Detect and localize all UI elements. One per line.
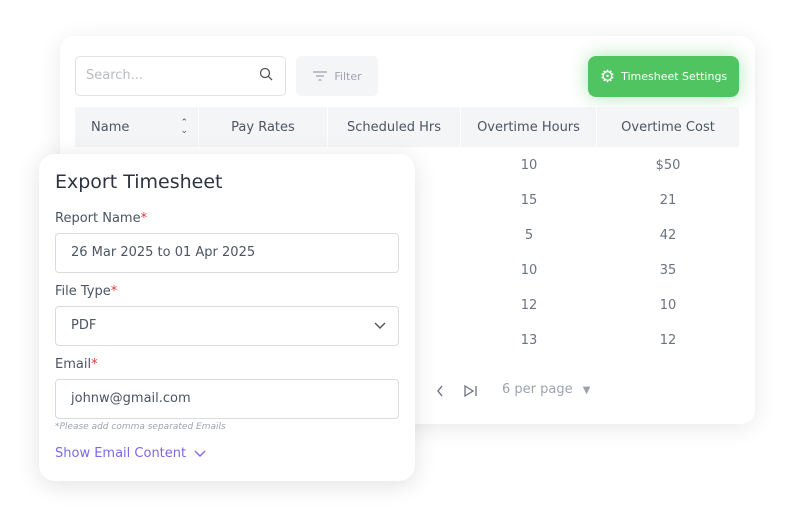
overtime-cost-cell: 42: [659, 228, 677, 243]
export-timesheet-modal: Export Timesheet Report Name* 26 Mar 202…: [39, 154, 415, 481]
overtime-hours-cell: 5: [524, 228, 534, 243]
required-mark: *: [91, 357, 98, 372]
timesheet-settings-button[interactable]: ⚙ Timesheet Settings: [588, 56, 739, 97]
column-label: Name: [91, 119, 130, 135]
column-label: Overtime Hours: [477, 119, 580, 135]
file-type-select[interactable]: PDF: [55, 306, 399, 346]
column-name[interactable]: Name ⌃ ⌄: [75, 107, 199, 147]
show-email-content-link[interactable]: Show Email Content: [55, 446, 206, 461]
overtime-cost-cell: 35: [659, 263, 677, 278]
required-mark: *: [110, 284, 118, 299]
filter-icon: [313, 71, 328, 81]
overtime-cost-cell: 21: [659, 193, 677, 208]
report-name-label: Report Name*: [55, 211, 147, 226]
file-type-value: PDF: [71, 318, 97, 333]
overtime-hours-cell: 10: [520, 263, 538, 278]
email-label: Email*: [55, 357, 98, 372]
search-input[interactable]: Search...: [75, 56, 286, 96]
label-text: Email: [55, 357, 92, 372]
column-pay-rates[interactable]: Pay Rates: [199, 107, 328, 147]
per-page-select[interactable]: 6 per page ▼: [502, 382, 590, 397]
overtime-cost-cell: 10: [659, 298, 677, 313]
overtime-hours-cell: 15: [520, 193, 538, 208]
previous-page-icon[interactable]: [435, 384, 445, 398]
email-input[interactable]: johnw@gmail.com: [55, 379, 399, 419]
required-mark: *: [140, 211, 148, 226]
filter-label: Filter: [334, 69, 362, 83]
column-overtime-cost[interactable]: Overtime Cost: [597, 107, 739, 147]
link-label: Show Email Content: [55, 446, 187, 461]
column-scheduled-hrs[interactable]: Scheduled Hrs: [328, 107, 461, 147]
modal-title: Export Timesheet: [55, 171, 223, 193]
settings-label: Timesheet Settings: [621, 70, 728, 83]
caret-down-icon: ▼: [582, 385, 591, 396]
overtime-cost-cell: $50: [655, 158, 681, 173]
overtime-hours-cell: 10: [520, 158, 538, 173]
search-icon: [259, 67, 273, 81]
table-header: Name ⌃ ⌄ Pay Rates Scheduled Hrs Overtime …: [75, 107, 739, 147]
gear-icon: ⚙: [599, 66, 616, 87]
sort-icon[interactable]: ⌃ ⌄: [180, 118, 188, 136]
column-label: Pay Rates: [231, 119, 295, 135]
last-page-icon[interactable]: [463, 384, 479, 398]
email-hint: *Please add comma separated Emails: [55, 422, 226, 432]
per-page-value: 6 per page: [502, 382, 573, 397]
file-type-label: File Type*: [55, 284, 117, 299]
report-name-value: 26 Mar 2025 to 01 Apr 2025: [71, 245, 256, 260]
search-placeholder: Search...: [86, 68, 144, 83]
email-value: johnw@gmail.com: [71, 391, 191, 406]
chevron-down-icon: [374, 322, 386, 329]
report-name-input[interactable]: 26 Mar 2025 to 01 Apr 2025: [55, 233, 399, 273]
chevron-down-icon: [194, 450, 206, 457]
overtime-hours-cell: 12: [520, 298, 538, 313]
column-label: Overtime Cost: [621, 119, 715, 135]
overtime-hours-cell: 13: [520, 333, 538, 348]
filter-button[interactable]: Filter: [296, 56, 378, 96]
column-overtime-hours[interactable]: Overtime Hours: [461, 107, 597, 147]
label-text: Report Name: [55, 211, 141, 226]
overtime-cost-cell: 12: [659, 333, 677, 348]
column-label: Scheduled Hrs: [346, 119, 441, 135]
label-text: File Type: [55, 284, 111, 299]
